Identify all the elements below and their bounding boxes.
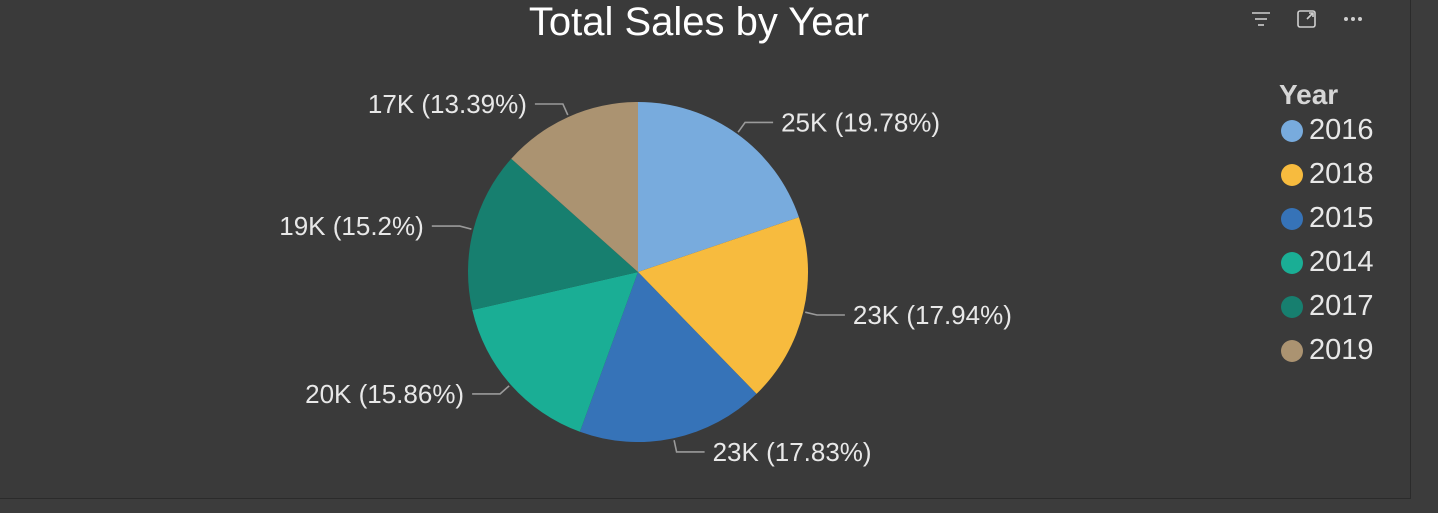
legend-swatch-2014 [1281,251,1303,274]
legend-label-2015: 2015 [1309,202,1374,234]
leader-line-2016 [737,121,774,133]
leader-line-2019 [534,103,569,116]
pie-slice-2019[interactable] [511,102,638,272]
legend-label-2016: 2016 [1309,114,1374,146]
focus-mode-button[interactable] [1294,6,1320,32]
canvas-margin-right [1411,0,1438,513]
legend-swatch-2019 [1281,339,1303,362]
data-label-2015: 23K (17.83%) [713,437,872,467]
canvas-margin-bottom [0,499,1438,513]
legend-title: Year [1279,79,1339,110]
legend: Year 2016 2018 2015 2014 2017 2019 [1279,78,1374,380]
legend-swatch-2017 [1281,295,1303,318]
focus-mode-icon [1297,10,1316,28]
data-label-2018: 23K (17.94%) [853,300,1012,330]
data-label-2017: 19K (15.2%) [279,211,424,241]
pie-slice-2018[interactable] [638,217,809,394]
leader-line-2018 [805,311,845,316]
legend-label-2014: 2014 [1309,246,1374,278]
pie-slice-2014[interactable] [472,272,638,432]
filter-button[interactable] [1248,6,1274,32]
legend-label-2018: 2018 [1309,158,1374,190]
pie-slice-2016[interactable] [638,101,799,272]
more-options-icon [1344,17,1362,21]
legend-swatch-2018 [1281,163,1303,186]
legend-item-2017[interactable]: 2017 [1279,277,1374,336]
pie-chart: 25K (19.78%) 23K (17.94%) 23K (17.83%) 20K … [279,89,1012,467]
legend-label-2017: 2017 [1309,290,1374,322]
legend-item-2018[interactable]: 2018 [1279,145,1374,204]
more-options-button[interactable] [1340,6,1366,32]
legend-item-2014[interactable]: 2014 [1279,233,1374,292]
leader-line-2015 [673,440,705,453]
data-label-2016: 25K (19.78%) [781,107,940,137]
leader-line-2014 [472,385,510,395]
data-label-2019: 17K (13.39%) [368,89,527,119]
chart-visual: Total Sales by Year 25K (19.78%) 23K (17.… [0,0,1411,499]
legend-swatch-2015 [1281,207,1303,230]
legend-item-2019[interactable]: 2019 [1279,321,1374,380]
legend-label-2019: 2019 [1309,334,1374,366]
data-label-2014: 20K (15.86%) [305,379,464,409]
legend-swatch-2016 [1281,119,1303,142]
pie-slice-2017[interactable] [468,158,638,311]
leader-line-2017 [431,225,472,230]
chart-title: Total Sales by Year [528,0,870,44]
legend-item-2016[interactable]: 2016 [1279,101,1374,160]
legend-item-2015[interactable]: 2015 [1279,189,1374,248]
visual-toolbar [1248,6,1366,32]
filter-icon [1252,12,1270,26]
pie-slice-2015[interactable] [579,272,757,443]
